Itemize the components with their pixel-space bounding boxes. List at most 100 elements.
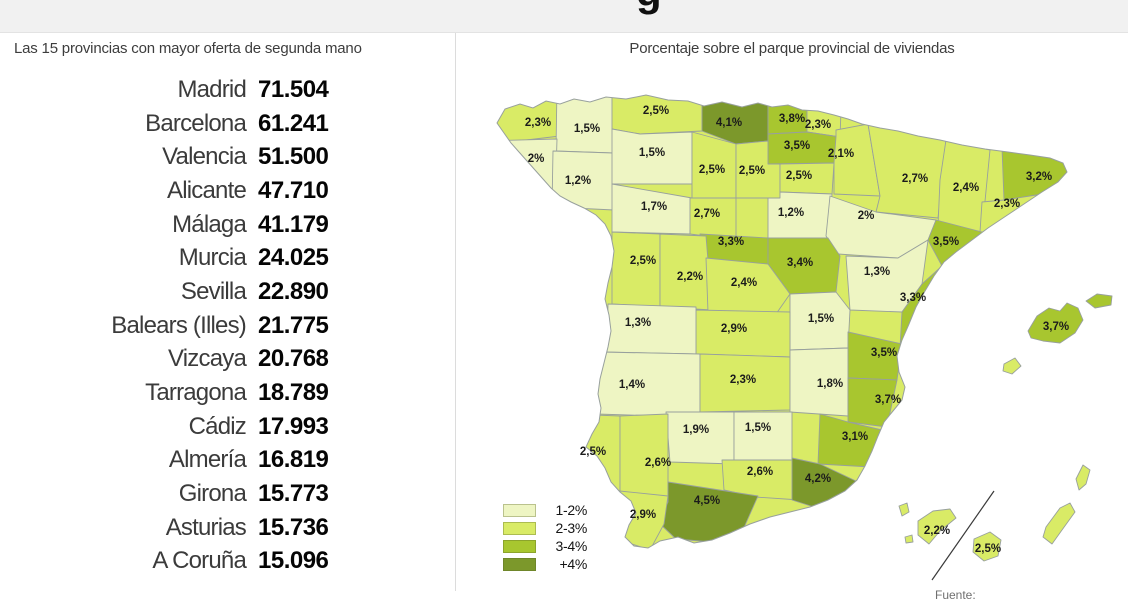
map-label-grancanaria: 2,5%: [975, 543, 1001, 555]
map-label-barcelona: 2,3%: [994, 198, 1020, 210]
map-label-leon: 1,5%: [639, 147, 665, 159]
province-row: A Coruña 15.096: [0, 545, 455, 579]
map-label-alicante: 3,7%: [875, 394, 901, 406]
legend-label: 2-3%: [555, 520, 588, 536]
map-label-avila: 2,2%: [677, 271, 703, 283]
province-value: 47.710: [258, 176, 329, 204]
map-label-ciudadreal: 2,3%: [730, 374, 756, 386]
legend-row: 1-2%: [503, 501, 587, 519]
map-label-tenerife: 2,2%: [924, 525, 950, 537]
province-row: Barcelona 61.241: [0, 107, 455, 141]
map-region-tenerife: [917, 508, 957, 545]
map-label-cadiz: 2,9%: [630, 509, 656, 521]
map-label-ourense: 1,2%: [565, 175, 591, 187]
map-legend: 1-2% 2-3% 3-4% +4%: [503, 501, 587, 573]
map-label-toledo: 2,9%: [721, 323, 747, 335]
map-region-madrid: [705, 257, 791, 315]
top-header-strip: g: [0, 0, 1128, 33]
map-label-granada: 2,6%: [747, 466, 773, 478]
map-region-pontevedra: [497, 138, 558, 208]
province-value: 15.096: [258, 547, 329, 575]
province-value: 24.025: [258, 244, 329, 272]
map-label-girona: 3,2%: [1026, 171, 1052, 183]
province-row: Valencia 51.500: [0, 140, 455, 174]
cropped-headline-fragment: g: [636, 0, 662, 16]
map-label-segovia: 3,3%: [718, 236, 744, 248]
province-name: Asturias: [165, 513, 247, 541]
map-region-caceres: [606, 303, 697, 355]
province-name: Cádiz: [188, 412, 247, 440]
province-row: Tarragona 18.789: [0, 376, 455, 410]
map-label-albacete: 1,8%: [817, 378, 843, 390]
map-region-lanzarote: [1075, 464, 1091, 491]
province-value: 15.736: [258, 513, 329, 541]
map-label-almeria: 4,2%: [805, 473, 831, 485]
province-row: Murcia 24.025: [0, 241, 455, 275]
province-name: Sevilla: [180, 277, 247, 305]
map-label-jaen: 1,5%: [745, 422, 771, 434]
legend-swatch-icon: [503, 503, 536, 517]
map-label-vizcaya: 3,8%: [779, 113, 805, 125]
province-name: Málaga: [172, 210, 247, 238]
province-row: Cádiz 17.993: [0, 410, 455, 444]
legend-swatch-icon: [503, 521, 536, 535]
province-value: 18.789: [258, 379, 329, 407]
map-label-larioja: 2,5%: [786, 170, 812, 182]
province-value: 16.819: [258, 446, 329, 474]
map-region-gomera: [904, 534, 914, 544]
map-label-cordoba: 1,9%: [683, 424, 709, 436]
map-label-caceres: 1,3%: [625, 317, 651, 329]
map-region-fuerteventura: [1042, 502, 1076, 545]
province-value: 51.500: [258, 143, 329, 171]
province-value: 41.179: [258, 210, 329, 238]
map-label-lleida: 2,4%: [953, 182, 979, 194]
map-region-salamanca: [611, 231, 661, 308]
map-label-huelva: 2,5%: [580, 446, 606, 458]
province-name: Balears (Illes): [111, 311, 247, 339]
map-region-jaen: [733, 411, 793, 461]
map-label-burgos: 2,5%: [739, 165, 765, 177]
province-name: A Coruña: [152, 547, 246, 575]
map-region-granada: [721, 459, 803, 501]
province-name: Alicante: [167, 176, 247, 204]
province-name: Vizcaya: [167, 345, 247, 373]
province-name: Valencia: [162, 143, 247, 171]
province-name: Madrid: [177, 75, 246, 103]
spain-coastline: [496, 94, 1068, 549]
legend-label: 1-2%: [555, 502, 588, 518]
province-row: Alicante 47.710: [0, 174, 455, 208]
province-name: Barcelona: [145, 109, 247, 137]
cropped-source-fragment: Fuente:: [935, 588, 976, 602]
map-label-castellon: 3,3%: [900, 292, 926, 304]
province-value: 22.890: [258, 277, 329, 305]
map-label-zamora: 1,7%: [641, 201, 667, 213]
map-region-cantabria: [701, 95, 769, 145]
map-region-vizcaya: [767, 95, 808, 135]
province-row: Sevilla 22.890: [0, 275, 455, 309]
province-ranking-list: Madrid 71.504 Barcelona 61.241 Valencia 51.50…: [0, 73, 455, 578]
map-label-guadalajara: 3,4%: [787, 257, 813, 269]
province-value: 20.768: [258, 345, 329, 373]
map-region-huesca: [867, 123, 947, 219]
map-label-lugo: 1,5%: [574, 123, 600, 135]
map-label-soria: 1,2%: [778, 207, 804, 219]
map-region-coruna: [497, 95, 564, 142]
province-value: 17.993: [258, 412, 329, 440]
legend-swatch-icon: [503, 539, 536, 553]
list-panel-title: Las 15 provincias con mayor oferta de se…: [14, 40, 362, 57]
map-label-mallorca: 3,7%: [1043, 321, 1069, 333]
map-label-alava: 3,5%: [784, 140, 810, 152]
panel-divider: [455, 33, 456, 591]
legend-swatch-icon: [503, 557, 536, 571]
map-label-murcia: 3,1%: [842, 431, 868, 443]
legend-row: 3-4%: [503, 537, 587, 555]
map-region-grancanaria: [972, 531, 1002, 562]
map-label-salamanca: 2,5%: [630, 255, 656, 267]
map-label-badajoz: 1,4%: [619, 379, 645, 391]
province-value: 15.773: [258, 480, 329, 508]
map-region-ibiza: [1002, 357, 1022, 375]
province-name: Girona: [178, 480, 247, 508]
map-label-palencia: 2,5%: [699, 164, 725, 176]
map-label-coruna: 2,3%: [525, 117, 551, 129]
